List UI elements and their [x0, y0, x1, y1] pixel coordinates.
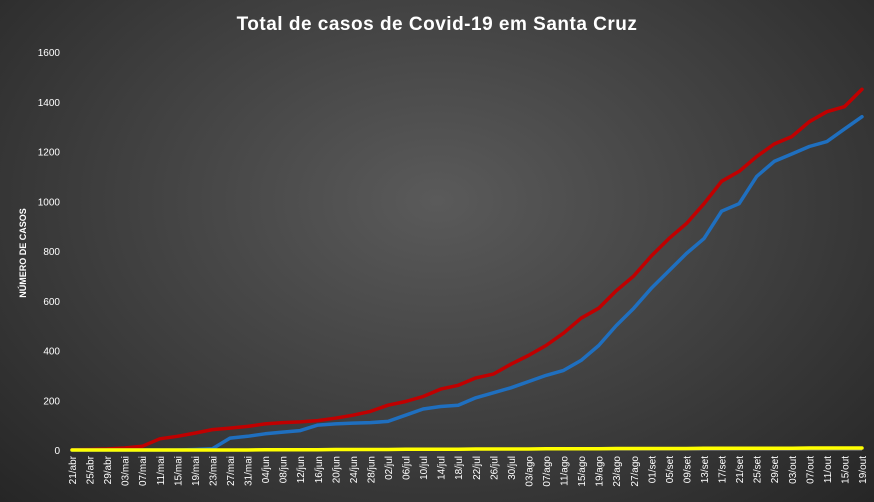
x-tick-label: 14/jul — [437, 456, 448, 480]
series-line-2 — [70, 446, 864, 452]
x-tick-label: 18/jul — [454, 456, 465, 480]
y-tick-label: 1600 — [38, 48, 61, 59]
x-axis: 21/abr 25/abr 29/abr 03/mai 07/mai 11/mai 15/m… — [68, 455, 869, 486]
y-axis: 0 200 400 600 800 1000 1200 1400 1600 — [38, 48, 61, 457]
x-tick-label: 29/abr — [103, 455, 114, 484]
x-tick-label: 08/jun — [279, 456, 290, 483]
x-tick-label: 04/jun — [261, 456, 272, 483]
x-tick-label: 15/mai — [173, 456, 184, 486]
x-tick-label: 19/ago — [595, 456, 606, 487]
series-line-0 — [70, 87, 864, 452]
x-tick-label: 26/jul — [489, 456, 500, 480]
x-tick-label: 25/abr — [86, 455, 97, 484]
x-tick-label: 11/ago — [560, 456, 571, 486]
x-tick-label: 25/set — [753, 456, 764, 483]
x-tick-label: 29/set — [770, 456, 781, 483]
x-tick-label: 16/jun — [314, 456, 325, 483]
x-tick-label: 28/jun — [366, 456, 377, 483]
x-tick-label: 15/out — [840, 456, 851, 484]
x-tick-label: 21/abr — [68, 455, 79, 484]
x-tick-label: 10/jul — [419, 456, 430, 480]
y-tick-label: 1200 — [38, 148, 61, 159]
y-tick-label: 1400 — [38, 98, 61, 109]
x-tick-label: 06/jul — [402, 456, 413, 480]
y-tick-label: 1000 — [38, 197, 61, 208]
x-tick-label: 07/ago — [542, 456, 553, 487]
x-tick-label: 15/ago — [577, 456, 588, 487]
x-tick-label: 31/mai — [244, 456, 255, 486]
x-tick-label: 21/set — [735, 456, 746, 483]
y-tick-label: 0 — [54, 446, 60, 457]
x-tick-label: 23/ago — [612, 456, 623, 487]
x-tick-label: 27/ago — [630, 456, 641, 487]
y-axis-label: NÚMERO DE CASOS — [17, 208, 28, 298]
x-tick-label: 11/out — [823, 456, 834, 483]
x-tick-label: 27/mai — [226, 456, 237, 486]
series-group — [70, 87, 864, 452]
x-tick-label: 30/jul — [507, 456, 518, 480]
x-tick-label: 12/jun — [296, 456, 307, 483]
x-tick-label: 19/mai — [191, 456, 202, 486]
x-tick-label: 03/ago — [524, 456, 535, 487]
x-tick-label: 13/set — [700, 456, 711, 483]
x-tick-label: 20/jun — [331, 456, 342, 483]
x-tick-label: 01/set — [647, 456, 658, 483]
x-tick-label: 07/mai — [138, 456, 149, 486]
y-tick-label: 800 — [43, 247, 60, 258]
x-tick-label: 24/jun — [349, 456, 360, 483]
x-tick-label: 23/mai — [208, 456, 219, 486]
chart-title: Total de casos de Covid-19 em Santa Cruz — [237, 14, 638, 35]
x-tick-label: 03/mai — [121, 456, 132, 486]
x-tick-label: 09/set — [682, 456, 693, 483]
x-tick-label: 22/jul — [472, 456, 483, 480]
x-tick-label: 03/out — [788, 456, 799, 484]
x-tick-label: 17/set — [718, 456, 729, 483]
y-tick-label: 400 — [43, 347, 60, 358]
x-tick-label: 19/out — [858, 456, 869, 484]
y-tick-label: 600 — [43, 297, 60, 308]
x-tick-label: 02/jul — [384, 456, 395, 480]
x-tick-label: 07/out — [805, 456, 816, 484]
y-tick-label: 200 — [43, 396, 60, 407]
x-tick-label: 11/mai — [156, 456, 167, 485]
x-tick-label: 05/set — [665, 456, 676, 483]
